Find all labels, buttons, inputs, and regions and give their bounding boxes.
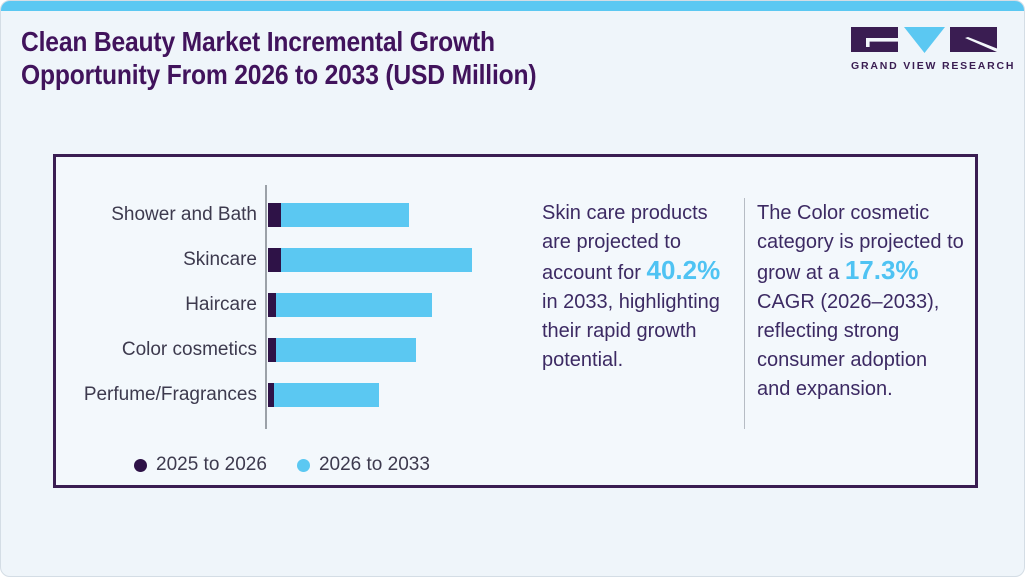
category-label: Color cosmetics bbox=[121, 338, 257, 360]
bar-rows: Shower and Bath Skincare Haircare bbox=[56, 192, 536, 417]
insight-text: CAGR (2026–2033), reflecting strong cons… bbox=[757, 291, 940, 400]
insight-text: The Color cosmetic category is projected… bbox=[757, 202, 964, 284]
insight-text: Skin care products are projected to acco… bbox=[542, 202, 708, 284]
category-label: Haircare bbox=[185, 293, 257, 315]
bar-segment-2026-2033 bbox=[276, 337, 416, 362]
chart-row-shower-and-bath: Shower and Bath bbox=[56, 192, 536, 237]
bar-segment-2025-2026 bbox=[268, 247, 281, 272]
legend-dot-icon bbox=[296, 458, 310, 472]
bar-segment-2025-2026 bbox=[268, 292, 276, 317]
bar-group bbox=[259, 337, 416, 362]
bar-group bbox=[259, 382, 379, 407]
insight-color-cosmetics: The Color cosmetic category is projected… bbox=[757, 199, 965, 404]
bar-segment-2025-2026 bbox=[268, 337, 276, 362]
insight-highlight-value: 17.3% bbox=[844, 255, 919, 285]
chart-row-skincare: Skincare bbox=[56, 237, 536, 282]
bar-group bbox=[259, 247, 472, 272]
bar-group bbox=[259, 292, 432, 317]
bar-chart: Shower and Bath Skincare Haircare bbox=[56, 157, 536, 485]
category-label: Shower and Bath bbox=[111, 203, 257, 225]
page-title: Clean Beauty Market Incremental Growth O… bbox=[21, 25, 537, 91]
chart-row-haircare: Haircare bbox=[56, 282, 536, 327]
legend-label: 2025 to 2026 bbox=[156, 454, 267, 475]
chart-card: Shower and Bath Skincare Haircare bbox=[53, 154, 978, 488]
chart-row-color-cosmetics: Color cosmetics bbox=[56, 327, 536, 372]
gvr-logo-icon bbox=[851, 27, 997, 53]
axis-line bbox=[265, 185, 267, 429]
category-label: Skincare bbox=[183, 248, 257, 270]
chart-legend: 2025 to 2026 2026 to 2033 bbox=[134, 454, 430, 476]
page-title-line2: Opportunity From 2026 to 2033 (USD Milli… bbox=[21, 59, 537, 90]
insight-skincare: Skin care products are projected to acco… bbox=[542, 199, 730, 375]
bar-segment-2025-2026 bbox=[268, 202, 281, 227]
bar-segment-2026-2033 bbox=[281, 202, 409, 227]
gvr-logo: GRAND VIEW RESEARCH bbox=[851, 27, 1016, 72]
gvr-logo-text: GRAND VIEW RESEARCH bbox=[851, 60, 1016, 72]
legend-item-2026-2033: 2026 to 2033 bbox=[296, 454, 430, 476]
bar-segment-2026-2033 bbox=[276, 292, 432, 317]
bar-segment-2025-2026 bbox=[268, 382, 274, 407]
insight-highlight-value: 40.2% bbox=[646, 255, 721, 285]
category-label: Perfume/Fragrances bbox=[83, 383, 257, 405]
bar-segment-2026-2033 bbox=[281, 247, 472, 272]
bar-segment-2026-2033 bbox=[274, 382, 379, 407]
top-accent-bar bbox=[1, 1, 1024, 11]
insight-divider bbox=[744, 198, 745, 429]
legend-item-2025-2026: 2025 to 2026 bbox=[134, 454, 267, 476]
logo-v-mark bbox=[904, 27, 945, 53]
legend-dot-icon bbox=[134, 458, 147, 472]
insight-text: in 2033, highlighting their rapid growth… bbox=[542, 291, 720, 371]
bar-group bbox=[259, 202, 409, 227]
legend-label: 2026 to 2033 bbox=[318, 454, 430, 475]
chart-row-perfume-fragrances: Perfume/Fragrances bbox=[56, 372, 536, 417]
page-title-line1: Clean Beauty Market Incremental Growth bbox=[21, 26, 495, 57]
